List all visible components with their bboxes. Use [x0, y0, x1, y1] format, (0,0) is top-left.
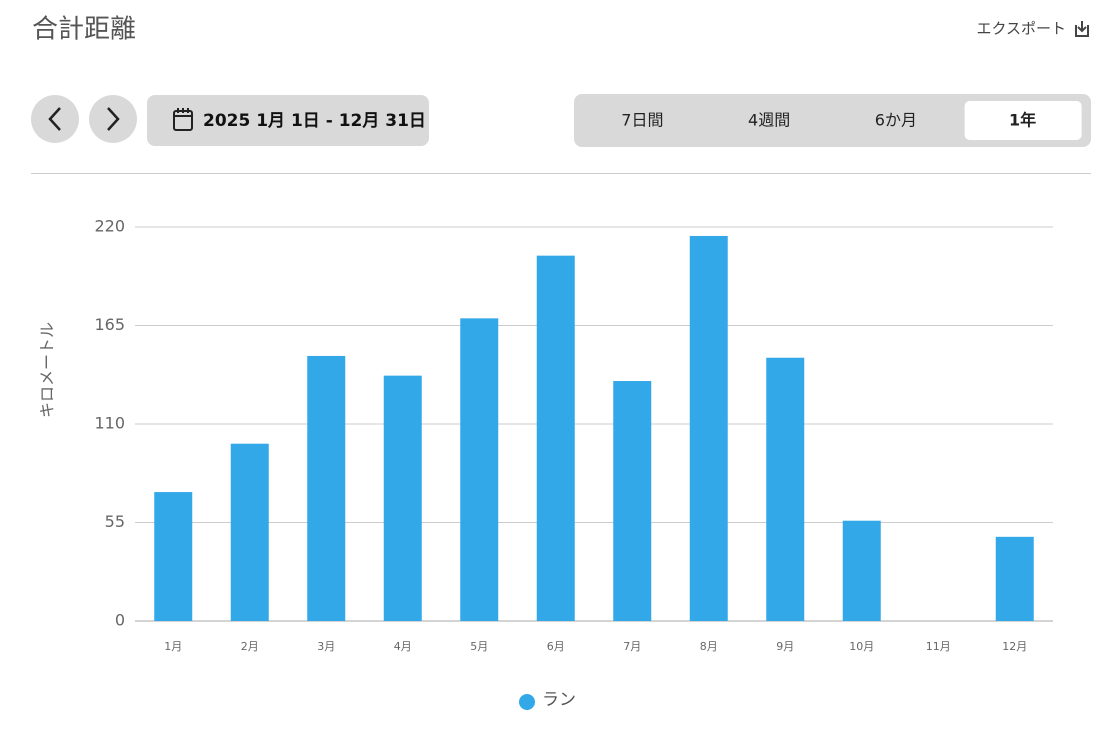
- bar: [613, 381, 652, 621]
- bar: [383, 375, 422, 621]
- period-option[interactable]: 6か月: [875, 111, 917, 130]
- bar: [842, 520, 881, 621]
- x-tick-label: 4月: [394, 640, 412, 653]
- x-tick-label: 9月: [776, 640, 794, 653]
- period-option[interactable]: 7日間: [621, 111, 663, 130]
- x-tick-label: 3月: [317, 640, 335, 653]
- export-icon: [1075, 21, 1089, 37]
- bar: [230, 443, 269, 621]
- date-range-button[interactable]: 2025 1月 1日 - 12月 31日: [147, 95, 429, 146]
- x-tick-label: 10月: [849, 640, 874, 653]
- legend-swatch: [519, 694, 535, 710]
- next-button[interactable]: [89, 95, 137, 143]
- period-selected-bg[interactable]: [964, 101, 1082, 140]
- next-arrow: [107, 107, 120, 131]
- date-range-label: 2025 1月 1日 - 12月 31日: [203, 111, 426, 131]
- x-tick-label: 12月: [1002, 640, 1027, 653]
- prev-circle: [31, 95, 79, 143]
- bar: [460, 318, 499, 621]
- x-tick-label: 5月: [470, 640, 488, 653]
- bar: [154, 492, 193, 621]
- x-tick-label: 8月: [700, 640, 718, 653]
- x-tick-label: 6月: [547, 640, 565, 653]
- period-selector: [574, 94, 1091, 147]
- date-range-bg: [147, 95, 429, 146]
- y-tick-label: 110: [94, 414, 125, 433]
- x-tick-label: 7月: [623, 640, 641, 653]
- x-tick-label: 2月: [241, 640, 259, 653]
- bar: [307, 355, 346, 621]
- bar: [689, 235, 728, 622]
- bar: [995, 536, 1034, 621]
- y-tick-label: 165: [94, 315, 125, 334]
- next-circle: [89, 95, 137, 143]
- page-title: 合計距離: [32, 15, 136, 45]
- y-tick-label: 55: [105, 512, 125, 531]
- x-tick-label: 11月: [926, 640, 951, 653]
- y-tick-label: 220: [94, 217, 125, 236]
- y-axis-label: キロメートル: [38, 322, 57, 418]
- export-label: エクスポート: [976, 20, 1066, 38]
- export-button[interactable]: エクスポート: [976, 20, 1089, 38]
- legend-label: ラン: [542, 690, 576, 710]
- bar: [766, 357, 805, 621]
- calendar-icon-top: [174, 108, 192, 117]
- y-tick-label: 0: [115, 611, 125, 630]
- bar: [536, 255, 575, 621]
- x-tick-label: 1月: [164, 640, 182, 653]
- period-option[interactable]: 1年: [1009, 111, 1036, 130]
- prev-button[interactable]: [31, 95, 79, 143]
- prev-arrow: [48, 107, 61, 131]
- period-option[interactable]: 4週間: [748, 111, 790, 130]
